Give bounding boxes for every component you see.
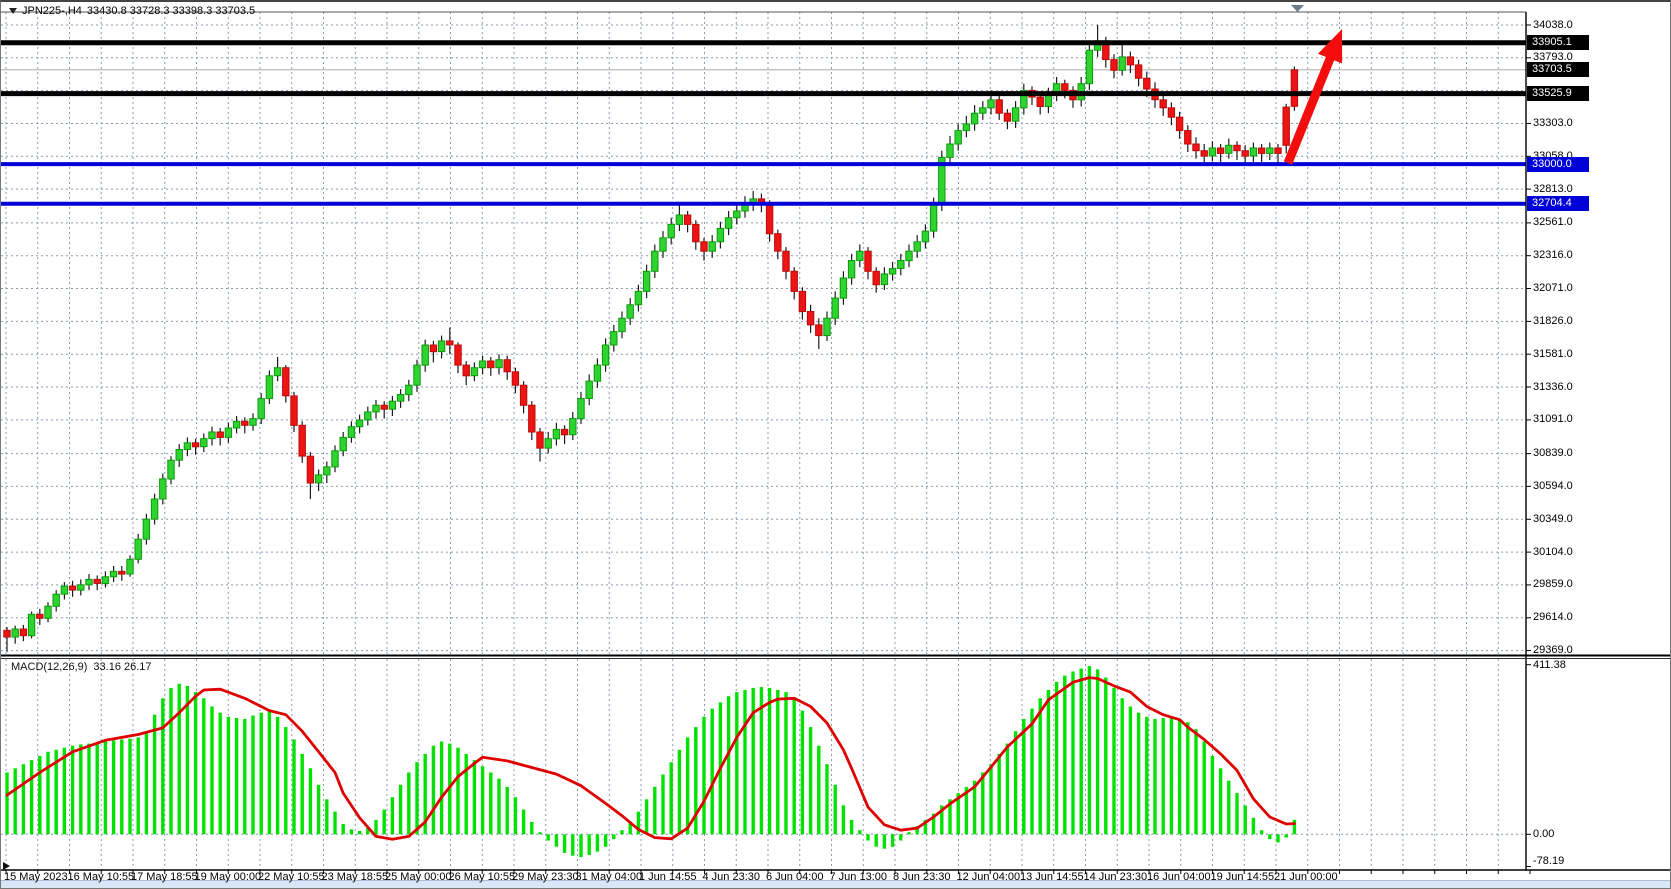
time-axis-label: 1 Jun 14:55	[639, 871, 697, 883]
time-axis-label: 15 May 2023	[4, 871, 68, 883]
price-axis-label: 29859.0	[1533, 578, 1573, 591]
axis-ticks	[5, 24, 1531, 874]
price-badge-blue: 33000.0	[1527, 156, 1589, 172]
price-axis-label: 32316.0	[1533, 249, 1573, 262]
price-axis-label: 31581.0	[1533, 347, 1573, 360]
trend-arrow[interactable]	[1283, 29, 1343, 165]
price-axis-label: 29369.0	[1533, 644, 1573, 657]
macd-values: 33.16 26.17	[93, 661, 152, 673]
bottom-status-strip	[1, 880, 1670, 888]
pane-frames	[1, 11, 1670, 871]
time-axis-label: 31 May 04:00	[575, 871, 643, 883]
price-axis-label: 32813.0	[1533, 182, 1573, 195]
macd-indicator-label: MACD(12,26,9) 33.16 26.17	[11, 661, 158, 673]
level-lines[interactable]	[1, 40, 1526, 206]
time-axis-label: 16 Jun 04:00	[1147, 871, 1211, 883]
symbol-timeframe-label: JPN225-,H4	[22, 5, 82, 17]
price-axis-label: 31336.0	[1533, 380, 1573, 393]
axis-begin-marker	[3, 862, 10, 870]
time-axis-label: 21 Jun 00:00	[1274, 871, 1338, 883]
time-axis-label: 19 Jun 14:55	[1210, 871, 1275, 883]
macd-name: MACD(12,26,9)	[11, 661, 88, 673]
price-badge-black: 33905.1	[1527, 35, 1589, 51]
time-axis-label: 19 May 00:00	[194, 871, 262, 883]
time-axis-label: 8 Jun 23:30	[893, 871, 951, 883]
price-axis-label: 33793.0	[1533, 51, 1573, 64]
macd-histogram	[5, 666, 1297, 857]
time-axis-label: 12 Jun 04:00	[956, 871, 1021, 883]
macd-signal-line	[5, 676, 1296, 841]
candles-layer[interactable]	[3, 24, 1299, 652]
ohlc-readout: 33430.8 33728.3 33398.3 33703.5	[86, 5, 256, 17]
time-axis-label: 4 Jun 23:30	[702, 871, 761, 883]
price-badge-blue: 32704.4	[1527, 196, 1589, 212]
price-axis-label: 29614.0	[1533, 611, 1573, 624]
grid-vertical	[5, 12, 1499, 870]
time-axis-label: 17 May 18:55	[131, 871, 198, 883]
macd-axis-label: 411.38	[1533, 658, 1566, 671]
price-axis-label: 34038.0	[1533, 18, 1573, 31]
price-axis-label: 30594.0	[1533, 479, 1573, 492]
price-axis-label: 31091.0	[1533, 413, 1573, 426]
time-axis-label: 23 May 18:55	[321, 871, 389, 883]
time-axis-label: 14 Jun 23:30	[1083, 871, 1148, 883]
price-axis-label: 32071.0	[1533, 282, 1573, 294]
symbol-dropdown-icon[interactable]	[9, 8, 17, 14]
cursor-marker	[1291, 5, 1304, 12]
time-axis-label: 22 May 10:55	[258, 871, 325, 883]
grid-horizontal	[1, 24, 1526, 835]
macd-axis-label: -78.19	[1533, 855, 1565, 867]
price-badge-black: 33703.5	[1527, 62, 1589, 78]
price-axis-label: 30839.0	[1533, 447, 1573, 460]
time-axis-label: 25 May 00:00	[385, 871, 452, 883]
time-axis-label: 16 May 10:55	[67, 871, 135, 883]
price-axis-label: 30104.0	[1533, 545, 1573, 558]
time-axis-label: 29 May 23:30	[512, 871, 579, 883]
chart-title: JPN225-,H4 33430.8 33728.3 33398.3 33703…	[9, 5, 255, 17]
price-axis-label: 33303.0	[1533, 117, 1573, 129]
price-axis-label: 30349.0	[1533, 512, 1573, 525]
price-axis-label: 32561.0	[1533, 216, 1573, 229]
time-axis-label: 6 Jun 04:00	[766, 871, 824, 883]
price-axis-label: 31826.0	[1533, 314, 1573, 327]
time-axis-label: 7 Jun 13:00	[829, 871, 888, 883]
macd-axis-label: 0.00	[1533, 828, 1555, 841]
price-badge-black: 33525.9	[1527, 86, 1589, 102]
time-axis-label: 13 Jun 14:55	[1020, 871, 1084, 883]
time-axis-label: 26 May 10:55	[448, 871, 516, 883]
